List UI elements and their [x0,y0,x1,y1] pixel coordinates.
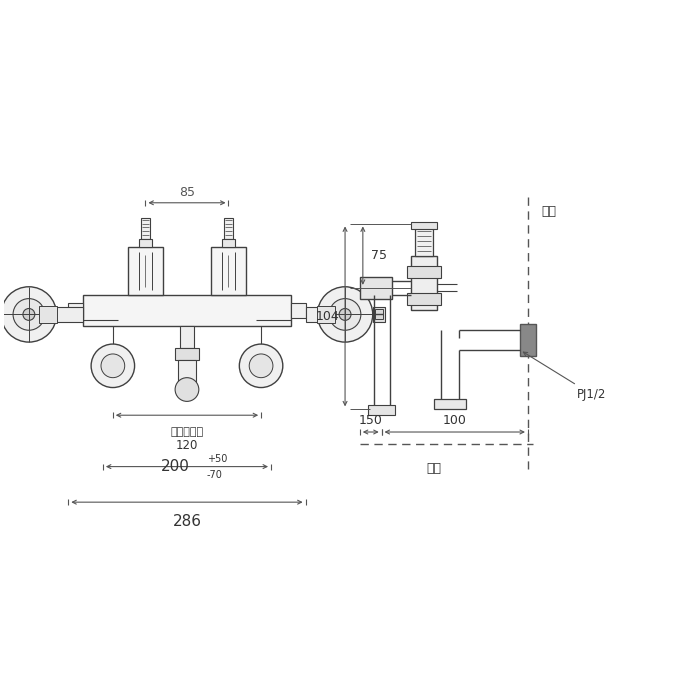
Bar [368,405,395,415]
Circle shape [91,344,134,388]
Bar [223,218,233,239]
Circle shape [13,299,45,330]
Bar [520,324,536,356]
Circle shape [339,309,351,321]
Text: +50: +50 [206,454,227,463]
Circle shape [1,287,57,342]
Bar [305,307,333,322]
Text: -70: -70 [206,470,223,480]
Text: 85: 85 [179,186,195,200]
Bar [412,221,437,230]
Bar [407,266,441,278]
Bar [178,360,196,382]
Bar [360,277,391,299]
Circle shape [249,354,273,378]
Text: 150: 150 [359,414,383,427]
Bar [69,302,83,318]
Text: 75: 75 [371,249,387,262]
Bar [317,305,335,323]
Circle shape [175,378,199,401]
Text: 200: 200 [161,459,190,474]
Bar [139,239,153,247]
Bar [211,247,246,295]
Bar [180,326,194,348]
Bar [407,293,441,304]
Circle shape [317,287,372,342]
Text: 配管ピッチ: 配管ピッチ [170,427,204,437]
Text: 100: 100 [443,414,467,427]
Bar [127,247,163,295]
Circle shape [101,354,125,378]
Text: PJ1/2: PJ1/2 [524,352,607,401]
Text: 120: 120 [176,439,198,452]
Text: 286: 286 [172,514,202,529]
Text: 壁面: 壁面 [542,205,557,218]
Bar [83,295,290,326]
Bar [290,302,305,318]
Bar [412,256,437,311]
Circle shape [329,299,361,330]
Text: 104: 104 [316,310,339,323]
Bar [127,247,163,295]
Bar [38,305,57,323]
Bar [434,400,466,410]
Bar [141,218,150,239]
Bar [372,307,384,322]
Bar [175,348,199,360]
Bar [41,307,83,322]
Bar [415,228,433,256]
Text: 床面: 床面 [426,462,442,475]
Bar [221,239,235,247]
Circle shape [23,309,35,321]
Bar [374,309,383,319]
Circle shape [239,344,283,388]
